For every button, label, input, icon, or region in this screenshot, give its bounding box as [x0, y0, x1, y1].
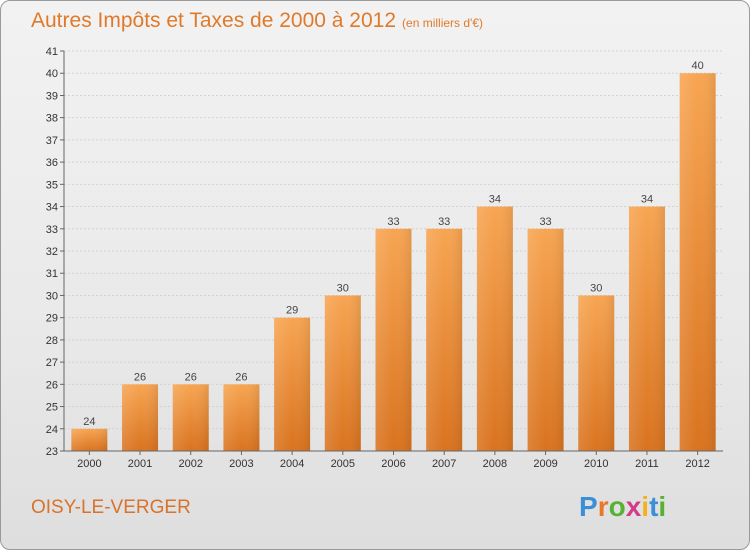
- data-label: 33: [438, 216, 450, 228]
- bar-shade: [172, 384, 209, 451]
- data-label: 34: [489, 194, 501, 206]
- data-label: 29: [286, 305, 298, 317]
- y-tick-label: 27: [46, 357, 58, 369]
- bar-shade: [426, 228, 463, 451]
- axes: [60, 50, 723, 455]
- x-tick-label: 2012: [685, 458, 709, 470]
- title-unit: (en milliers d'€): [402, 16, 484, 30]
- proxiti-logo: Proxiti: [579, 491, 666, 523]
- y-tick-label: 33: [46, 224, 58, 236]
- bar-shade: [122, 384, 159, 451]
- logo-letter: P: [579, 491, 598, 522]
- bar-shade: [324, 295, 361, 451]
- data-label: 34: [641, 194, 653, 206]
- y-tick-label: 32: [46, 246, 58, 258]
- x-tick-label: 2010: [584, 458, 608, 470]
- logo-letter: r: [597, 491, 609, 522]
- y-tick-label: 35: [46, 179, 58, 191]
- bar-shade: [375, 228, 412, 451]
- x-tick-label: 2003: [229, 458, 253, 470]
- y-tick-label: 31: [46, 268, 58, 280]
- logo-letter: o: [608, 491, 626, 522]
- y-tick-label: 38: [46, 113, 58, 125]
- bar-shade: [578, 295, 615, 451]
- data-label: 24: [83, 416, 95, 428]
- x-tick-label: 2007: [432, 458, 456, 470]
- y-tick-label: 25: [46, 402, 58, 414]
- logo-letter: i: [658, 491, 667, 522]
- y-tick-label: 34: [46, 202, 58, 214]
- y-tick-label: 40: [46, 68, 58, 80]
- x-tick-label: 2000: [77, 458, 101, 470]
- x-tick-label: 2001: [128, 458, 152, 470]
- logo-letter: t: [649, 491, 659, 522]
- bar-shade: [476, 206, 513, 451]
- logo-letter: x: [625, 491, 642, 522]
- data-label: 40: [692, 60, 704, 72]
- y-tick-label: 36: [46, 157, 58, 169]
- data-label: 26: [134, 371, 146, 383]
- data-label: 33: [539, 216, 551, 228]
- data-label: 30: [337, 282, 349, 294]
- bar-shade: [71, 428, 108, 451]
- x-tick-label: 2004: [280, 458, 304, 470]
- logo-letter: i: [641, 491, 650, 522]
- y-tick-label: 28: [46, 335, 58, 347]
- y-tick-label: 29: [46, 313, 58, 325]
- bars: [71, 73, 716, 451]
- bar-shade: [223, 384, 260, 451]
- x-tick-label: 2002: [178, 458, 202, 470]
- bar-shade: [679, 73, 716, 451]
- labels: 23 24 25 26 27 28 29 30 31 32 33 34 35 36 37 38 39 40 41 20…: [46, 46, 710, 470]
- bar-shade: [527, 228, 564, 451]
- y-tick-label: 37: [46, 135, 58, 147]
- x-tick-label: 2008: [483, 458, 507, 470]
- x-tick-label: 2009: [533, 458, 557, 470]
- x-tick-label: 2006: [381, 458, 405, 470]
- data-label: 26: [185, 371, 197, 383]
- bar-shade: [274, 317, 311, 451]
- data-label: 33: [387, 216, 399, 228]
- x-tick-label: 2011: [635, 458, 659, 470]
- y-tick-label: 30: [46, 290, 58, 302]
- data-label: 30: [590, 282, 602, 294]
- x-tick-label: 2005: [331, 458, 355, 470]
- y-tick-label: 41: [46, 46, 58, 58]
- commune-name: OISY-LE-VERGER: [31, 497, 191, 518]
- bar-shade: [628, 206, 665, 451]
- title-text: Autres Impôts et Taxes de 2000 à 2012: [31, 9, 397, 32]
- y-tick-label: 26: [46, 379, 58, 391]
- y-tick-label: 23: [46, 446, 58, 458]
- data-label: 26: [235, 371, 247, 383]
- y-tick-label: 24: [46, 424, 58, 436]
- chart-title: Autres Impôts et Taxes de 2000 à 2012 (en…: [31, 9, 483, 33]
- y-tick-label: 39: [46, 90, 58, 102]
